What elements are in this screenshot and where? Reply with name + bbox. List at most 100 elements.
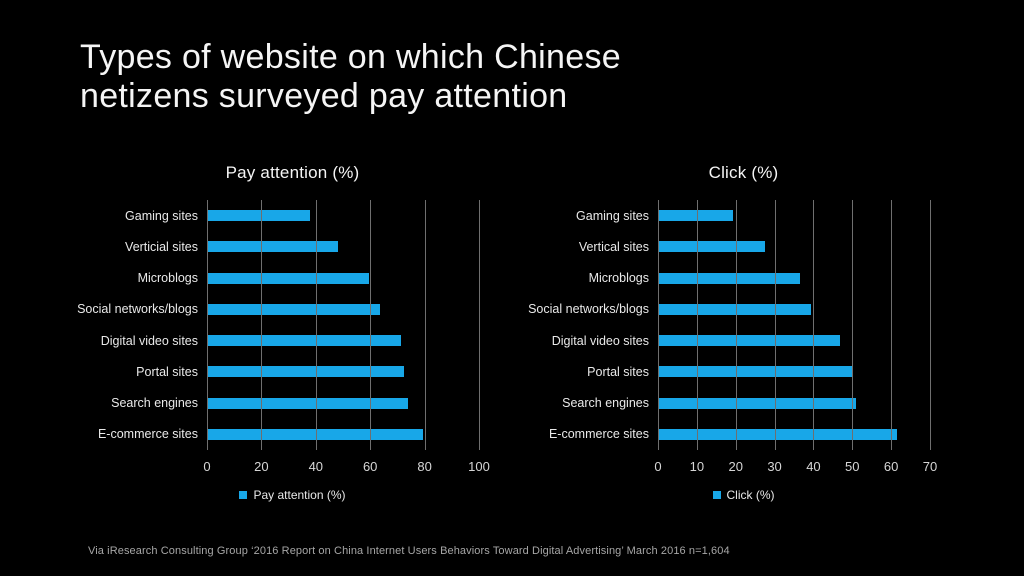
x-tick-label: 20 <box>728 459 743 474</box>
x-tick-label: 0 <box>203 459 211 474</box>
bar <box>658 397 856 409</box>
bar-row <box>207 419 479 450</box>
bar <box>658 428 897 440</box>
x-tick-label: 20 <box>254 459 269 474</box>
bar <box>658 241 765 253</box>
chart-click: Click (%) Gaming sites Vertical sites Micr… <box>528 163 951 502</box>
bar <box>207 335 401 347</box>
charts-row: Pay attention (%) Gaming sites Verticial … <box>77 163 951 502</box>
legend-swatch-icon <box>712 491 721 499</box>
category-label: E-commerce sites <box>548 427 649 442</box>
gridline <box>207 200 208 450</box>
category-label: Digital video sites <box>100 333 198 348</box>
gridline <box>658 200 659 450</box>
category-label: Microblogs <box>588 271 649 286</box>
gridline <box>479 200 480 450</box>
x-tick-label: 40 <box>806 459 821 474</box>
bar-row <box>207 231 479 262</box>
bar <box>658 272 801 284</box>
plot-area: Gaming sites Verticial sites Microblogs Soc… <box>77 200 500 474</box>
x-tick-label: 40 <box>308 459 324 474</box>
chart-title: Click (%) <box>708 163 779 182</box>
page-title-line1: Types of website on which Chinese <box>80 38 621 76</box>
gridline <box>735 200 737 450</box>
gridline <box>696 200 698 450</box>
bar <box>658 303 812 315</box>
bar <box>207 210 310 222</box>
bar <box>658 366 854 378</box>
bar <box>207 397 409 409</box>
plot-column: 0 20 40 60 80 100 <box>203 200 490 474</box>
bar-row <box>658 200 930 231</box>
x-tick-label: 10 <box>689 459 705 474</box>
gridline <box>774 200 776 450</box>
category-label: Search engines <box>562 396 649 411</box>
gridline <box>813 200 815 450</box>
category-label: Digital video sites <box>551 333 649 348</box>
category-label: Search engines <box>111 396 198 411</box>
category-label: Portal sites <box>136 364 198 379</box>
bar <box>207 241 338 253</box>
bar-row <box>658 325 930 356</box>
legend-label: Pay attention (%) <box>253 488 346 502</box>
page-title-line2: netizens surveyed pay attention <box>80 77 568 115</box>
legend: Click (%) <box>536 488 951 502</box>
gridline <box>261 200 263 450</box>
x-axis: 0 10 20 30 40 50 60 70 <box>654 459 937 474</box>
category-label: Vertical sites <box>578 239 649 254</box>
gridline <box>424 200 426 450</box>
x-tick-label: 70 <box>922 459 938 474</box>
plot <box>658 200 931 450</box>
x-tick-label: 80 <box>417 459 432 474</box>
category-label: Social networks/blogs <box>77 302 198 317</box>
bar-row <box>207 388 479 419</box>
plot-column: 0 10 20 30 40 50 60 70 <box>654 200 937 474</box>
chart-title: Pay attention (%) <box>225 163 360 182</box>
x-tick-label: 60 <box>362 459 378 474</box>
x-tick-label: 60 <box>883 459 899 474</box>
bar <box>658 210 733 222</box>
category-axis: Gaming sites Vertical sites Microblogs Soci… <box>528 200 658 474</box>
bar-row <box>207 325 479 356</box>
bar <box>207 303 381 315</box>
bar-row <box>658 231 930 262</box>
page-title: Types of website on which Chinese netizen… <box>80 38 621 116</box>
bar-row <box>658 263 930 294</box>
gridline <box>891 200 893 450</box>
bar-row <box>207 200 479 231</box>
legend-swatch-icon <box>239 491 248 499</box>
category-label: Gaming sites <box>125 208 198 223</box>
chart-pay-attention: Pay attention (%) Gaming sites Verticial … <box>77 163 500 502</box>
bar <box>207 366 405 378</box>
x-axis: 0 20 40 60 80 100 <box>203 459 489 474</box>
category-axis: Gaming sites Verticial sites Microblogs Soc… <box>77 200 207 474</box>
legend: Pay attention (%) <box>85 488 500 502</box>
x-tick-label: 0 <box>654 459 662 474</box>
bar-row <box>207 294 479 325</box>
category-label: Portal sites <box>587 364 649 379</box>
bar-row <box>658 356 930 387</box>
category-label: Gaming sites <box>576 208 649 223</box>
source-note: Via iResearch Consulting Group ‘2016 Rep… <box>88 545 730 557</box>
bar-row <box>658 419 930 450</box>
plot-area: Gaming sites Vertical sites Microblogs Soci… <box>528 200 951 474</box>
category-label: Social networks/blogs <box>528 302 649 317</box>
gridline <box>852 200 854 450</box>
plot <box>207 200 480 450</box>
x-tick-label: 30 <box>767 459 782 474</box>
category-label: E-commerce sites <box>97 427 198 442</box>
gridline <box>930 200 931 450</box>
bar-row <box>658 294 930 325</box>
gridline <box>315 200 317 450</box>
bar-row <box>207 356 479 387</box>
category-label: Microblogs <box>137 271 198 286</box>
category-label: Verticial sites <box>125 239 198 254</box>
bar-row <box>658 388 930 419</box>
gridline <box>370 200 372 450</box>
bar <box>658 335 841 347</box>
x-tick-label: 100 <box>468 459 490 474</box>
legend-label: Click (%) <box>726 488 775 502</box>
x-tick-label: 50 <box>845 459 860 474</box>
bar <box>207 428 424 440</box>
